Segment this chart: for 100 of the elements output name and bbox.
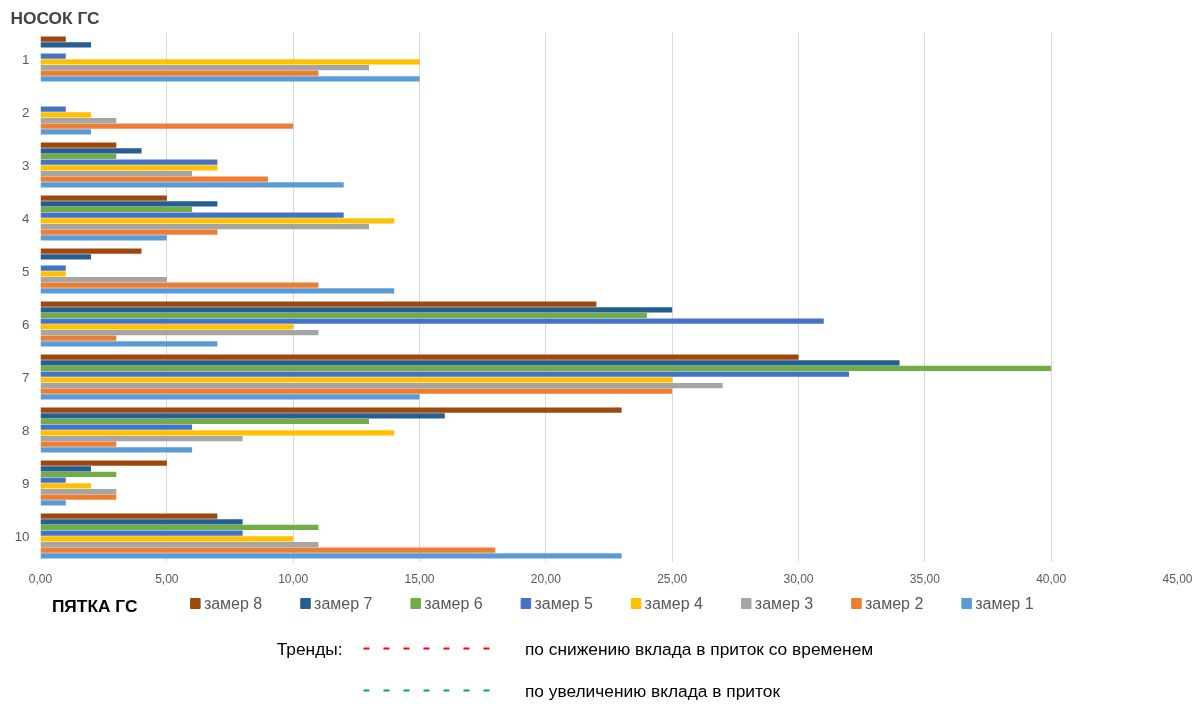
bar [40,519,243,525]
bar [40,223,369,230]
x-tick-label: 15,00 [404,571,435,586]
bar [40,148,142,154]
bar [40,341,218,347]
text: Тренды: [276,638,343,659]
bar [40,271,66,277]
bar [40,430,395,436]
bar [40,354,799,360]
bar [40,170,193,177]
chart-title: НОСОК ГС [10,7,101,28]
bar [40,407,622,413]
bar [40,371,850,377]
x-tick-label: 5,00 [155,571,179,586]
y-tick-label: 1 [22,51,30,67]
bar [40,418,369,425]
bar [40,477,66,483]
bar [40,218,395,224]
y-tick-label: 7 [22,369,30,385]
bar [40,324,294,330]
bar [40,212,344,218]
bar [40,301,597,307]
bar [40,307,673,313]
bar [40,513,218,519]
bar [40,117,117,124]
x-tick-label: 0,00 [28,571,53,586]
bar [40,488,117,495]
bar [40,229,218,235]
y-tick-label: 8 [22,422,30,438]
bar [40,64,369,71]
bar [40,447,193,453]
bar [40,42,92,48]
bar [40,365,1052,372]
bar [40,494,117,500]
x-tick-label: 35,00 [909,571,941,586]
bar [40,76,420,82]
bar [40,59,420,65]
bar [40,388,673,394]
bar [40,553,622,559]
bar [40,547,496,553]
bar [40,182,344,188]
bar [40,235,167,241]
legend-label: замер 3 [754,595,814,612]
text: по увеличению вклада в приток [524,680,781,701]
y-tick-label: 9 [22,475,30,491]
bar [40,500,66,506]
y-tick-label: 4 [22,210,31,226]
bar [40,483,92,489]
y-tick-label: 10 [14,528,30,544]
bar [40,466,92,472]
bar [40,413,445,419]
bar [40,312,647,319]
bar [40,460,167,466]
bar [40,36,66,42]
bar [40,176,268,182]
y-tick-label: 5 [22,263,30,279]
bar [40,282,319,288]
legend-label: замер 8 [203,595,263,612]
bar [40,471,117,478]
bar [40,441,117,447]
bar [40,159,218,165]
bar [40,265,66,271]
bar [40,206,193,213]
bar [40,153,117,160]
y-tick-label: 6 [22,316,30,332]
legend-label: замер 1 [975,595,1034,612]
bar [40,254,92,260]
bar [40,536,294,542]
bar [40,377,673,383]
bar [40,201,218,207]
legend-label: замер 6 [424,595,483,612]
bar [40,106,66,112]
bar [40,165,218,171]
bar [40,53,66,59]
bar [40,123,294,129]
legend-label: замер 4 [644,595,704,612]
legend-label: замер 2 [864,595,924,612]
x-tick-label: 20,00 [530,571,562,586]
bar [40,112,92,118]
bar [40,360,900,366]
y-tick-label: 3 [22,157,30,173]
legend-label: замер 5 [534,595,593,612]
x-tick-label: 45,00 [1162,571,1193,586]
x-tick-label: 40,00 [1036,571,1067,586]
legend-label: замер 7 [314,595,373,612]
text: ПЯТКА ГС [51,595,138,616]
x-tick-label: 25,00 [657,571,688,586]
y-tick-label: 2 [22,104,30,120]
bar [40,129,92,135]
bar [40,142,117,148]
bar [40,70,319,76]
bar [40,195,167,201]
bar [40,318,824,324]
bar [40,530,243,536]
x-tick-label: 10,00 [278,571,309,586]
bar [40,382,723,389]
bar [40,329,319,336]
bar [40,424,193,430]
bar [40,335,117,341]
bar [40,276,167,283]
